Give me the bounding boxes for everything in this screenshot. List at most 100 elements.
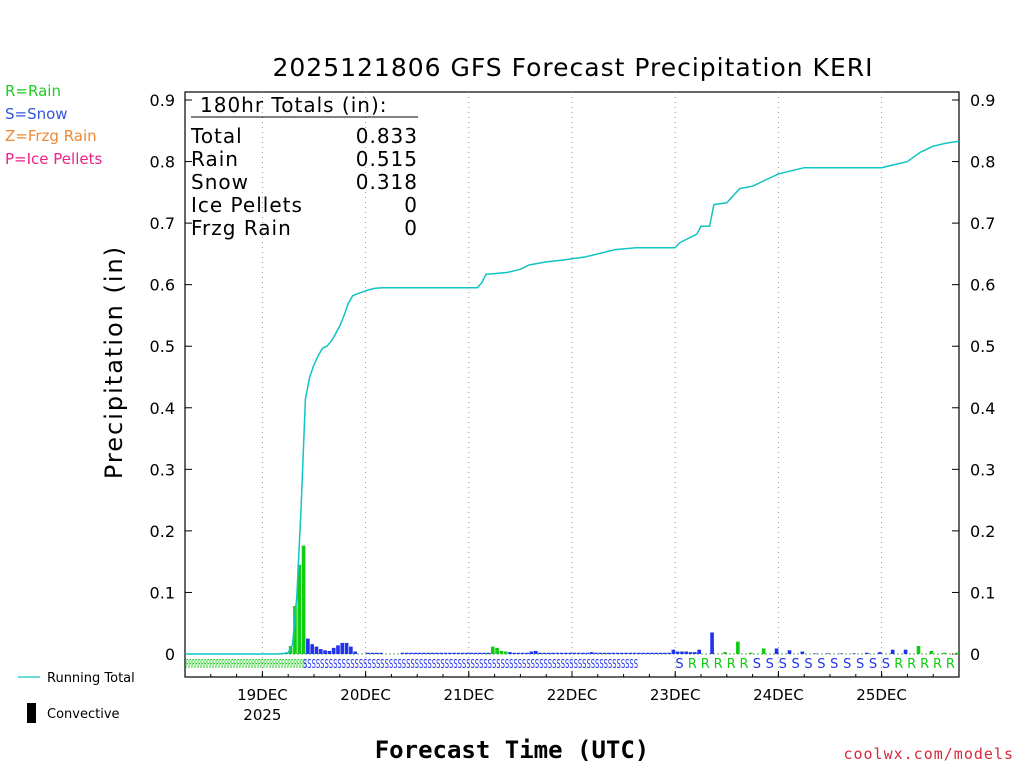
type-letter: R <box>920 657 929 672</box>
precip-bar <box>344 642 349 654</box>
chart-title: 2025121806 GFS Forecast Precipitation KE… <box>272 53 873 82</box>
precip-bar <box>942 652 947 654</box>
precip-bar <box>559 652 564 654</box>
y-tick-label-left: 0.1 <box>150 583 175 602</box>
totals-value: 0 <box>404 216 418 240</box>
type-legend-snow: S=Snow <box>5 105 68 123</box>
precip-bar <box>529 651 534 654</box>
precip-bar <box>465 652 469 654</box>
x-axis-title: Forecast Time (UTC) <box>375 736 650 764</box>
precip-bar <box>667 652 671 654</box>
type-letter: S <box>791 657 799 672</box>
type-letter: S <box>817 657 825 672</box>
x-tick-label: 20DEC <box>340 686 391 704</box>
totals-label: Total <box>190 124 243 148</box>
precip-bar <box>658 652 663 654</box>
precip-bar <box>499 650 504 654</box>
precip-bar <box>400 652 405 654</box>
precip-bar <box>297 564 302 654</box>
precip-bar <box>697 649 701 654</box>
precip-bar <box>495 647 499 654</box>
precip-bar <box>589 652 594 654</box>
precip-bar <box>413 652 418 654</box>
type-letter: R <box>727 657 736 672</box>
precip-bar <box>572 652 577 654</box>
x-tick-label: 21DEC <box>444 686 495 704</box>
precip-bar <box>555 652 560 654</box>
precip-bar <box>748 652 753 654</box>
y-tick-label-right: 0.3 <box>970 460 995 479</box>
precip-bar <box>628 652 633 654</box>
precip-bar <box>693 652 697 654</box>
precip-bar <box>800 651 805 654</box>
type-letters-snow-row: SSSSSSSSSSSSSSSSSSSSSSSSSSSSSSSSSSSSSSSS… <box>303 657 638 671</box>
precip-bar <box>611 652 615 654</box>
precip-bar <box>533 650 538 654</box>
type-letter: R <box>701 657 710 672</box>
type-letters-rain-row: RRRRRRRRRRRRRRRRRRRRRRRRRRRRRRRRRRRRRRRR <box>186 657 306 671</box>
type-letter: R <box>907 657 916 672</box>
precip-bar <box>503 651 508 654</box>
precip-bar <box>865 652 869 654</box>
type-letter: S <box>882 657 890 672</box>
precip-bar <box>675 651 680 654</box>
type-letter: S <box>830 657 838 672</box>
precip-bar <box>331 647 336 654</box>
precip-bar <box>736 641 740 654</box>
precip-bar <box>310 644 314 654</box>
precip-bar <box>710 632 714 654</box>
y-tick-label-right: 0 <box>970 645 980 664</box>
precip-bar <box>890 649 895 654</box>
y-tick-label-right: 0.4 <box>970 399 995 418</box>
y-tick-label-left: 0 <box>165 645 175 664</box>
precip-bar <box>662 652 667 654</box>
y-tick-label-left: 0.7 <box>150 214 175 233</box>
precip-bar <box>585 652 590 654</box>
y-tick-label-left: 0.5 <box>150 337 175 356</box>
type-letter: S <box>779 657 787 672</box>
type-letter: R <box>894 657 903 672</box>
precip-bar <box>456 652 461 654</box>
running-total-legend-label: Running Total <box>47 671 135 686</box>
precip-bar <box>916 645 921 654</box>
y-tick-label-right: 0.1 <box>970 583 995 602</box>
y-tick-label-right: 0.6 <box>970 276 995 295</box>
x-tick-label: 24DEC <box>753 686 804 704</box>
type-letter: S <box>675 657 683 672</box>
precip-bar <box>439 652 443 654</box>
precip-bar <box>327 650 332 654</box>
credit-text[interactable]: coolwx.com/models <box>843 745 1014 763</box>
precip-bar <box>576 652 581 654</box>
precip-bar <box>632 652 637 654</box>
type-legend-rain: R=Rain <box>5 82 61 100</box>
precip-bar <box>482 652 486 654</box>
y-tick-label-left: 0.9 <box>150 91 175 110</box>
y-tick-label-left: 0.2 <box>150 522 175 541</box>
precip-bar <box>761 648 766 654</box>
precip-bar <box>430 652 435 654</box>
running-total-line <box>185 140 960 655</box>
precip-bar <box>645 652 650 654</box>
y-axis-title: Precipitation (in) <box>100 245 128 479</box>
precip-bar <box>598 652 603 654</box>
precip-bar <box>460 652 465 654</box>
precip-bar <box>443 652 448 654</box>
precip-bar <box>422 652 426 654</box>
y-tick-label-right: 0.8 <box>970 153 995 172</box>
precip-bar <box>370 652 375 654</box>
x-tick-label: 25DEC <box>856 686 907 704</box>
precip-bar <box>903 649 908 654</box>
type-letter: S <box>804 657 812 672</box>
precip-bar <box>839 653 843 654</box>
precip-bar <box>929 650 934 654</box>
totals-value: 0.515 <box>356 147 418 171</box>
precip-bar <box>336 645 340 654</box>
precip-bar <box>551 652 555 654</box>
precip-bar <box>723 652 727 654</box>
convective-legend-label: Convective <box>47 707 120 722</box>
precip-bar <box>671 649 676 654</box>
precip-bar <box>619 652 624 654</box>
precip-bar <box>525 652 529 654</box>
precip-bar <box>478 652 482 654</box>
convective-legend-swatch <box>27 703 36 723</box>
